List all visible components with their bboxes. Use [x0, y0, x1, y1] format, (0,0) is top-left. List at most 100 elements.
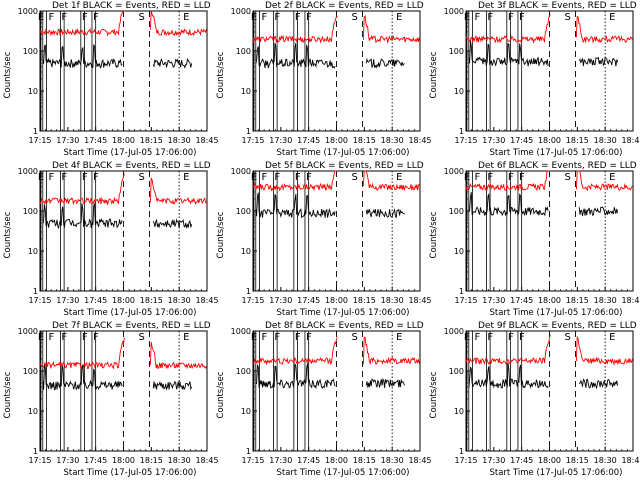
marker-letter: F	[487, 172, 493, 183]
marker-letter: S	[351, 172, 357, 183]
marker-letter: E	[464, 12, 470, 23]
y-tick-label: 100	[449, 47, 464, 56]
marker-letter: F	[295, 332, 301, 343]
events-series-line	[42, 202, 123, 230]
y-tick-label: 1000	[444, 327, 464, 336]
events-series-line	[365, 57, 405, 69]
marker-letter: F	[93, 332, 99, 343]
x-tick-label: 18:45	[195, 296, 218, 305]
panel-title: Det 6f BLACK = Events, RED = LLD	[478, 161, 637, 171]
marker-letter: S	[138, 12, 144, 23]
detector-panel: 1 10 100 1000 17:15 17:30 17:45 18:00 18:15 18:30…	[213, 160, 432, 320]
detector-panel: 1 10 100 1000 17:15 17:30 17:45 18:00 18:15 18:30…	[0, 0, 219, 160]
y-tick-label: 10	[28, 87, 38, 96]
marker-letter: F	[274, 332, 280, 343]
marker-letter: E	[609, 12, 615, 23]
marker-letter: E	[251, 12, 257, 23]
chart-svg: 1 10 100 1000 17:15 17:30 17:45 18:00 18:15 18:30…	[18, 7, 219, 145]
x-tick-label: 18:15	[566, 296, 589, 305]
marker-letter: F	[487, 12, 493, 23]
y-tick-label: 100	[23, 367, 38, 376]
marker-letter: E	[251, 172, 257, 183]
x-tick-label: 18:15	[566, 456, 589, 465]
marker-letter: E	[609, 172, 615, 183]
marker-letter: F	[306, 172, 312, 183]
x-tick-label: 17:30	[269, 296, 292, 305]
marker-letter: F	[82, 12, 88, 23]
events-series-line	[365, 378, 406, 388]
marker-letter: F	[487, 332, 493, 343]
x-tick-label: 17:30	[56, 456, 79, 465]
marker-letter: F	[519, 12, 525, 23]
marker-letter: F	[48, 12, 54, 23]
x-axis-label: Start Time (17-Jul-05 17:06:00)	[489, 468, 623, 478]
x-tick-label: 17:30	[482, 136, 505, 145]
y-tick-label: 10	[28, 407, 38, 416]
x-axis-label: Start Time (17-Jul-05 17:06:00)	[276, 308, 410, 318]
x-tick-label: 18:00	[325, 456, 348, 465]
x-tick-label: 18:45	[408, 136, 431, 145]
y-tick-label: 1	[33, 447, 38, 456]
x-tick-label: 18:15	[353, 296, 376, 305]
x-tick-label: 17:45	[84, 296, 107, 305]
marker-letter: F	[82, 332, 88, 343]
events-series-line	[152, 218, 193, 229]
x-tick-label: 18:15	[140, 296, 163, 305]
x-tick-label: 18:30	[594, 296, 617, 305]
y-tick-label: 1	[459, 447, 464, 456]
x-tick-label: 18:00	[538, 296, 561, 305]
marker-letter: F	[61, 12, 67, 23]
y-tick-label: 10	[454, 247, 464, 256]
lld-series-line	[252, 337, 338, 366]
marker-letter: E	[396, 332, 402, 343]
marker-letter: E	[38, 12, 44, 23]
marker-letter: E	[251, 332, 257, 343]
marker-letter: E	[38, 172, 44, 183]
x-tick-label: 17:15	[454, 456, 477, 465]
lld-series-line	[362, 170, 420, 192]
chart-svg: 1 10 100 1000 17:15 17:30 17:45 18:00 18:15 18:30…	[444, 7, 640, 145]
marker-letter: S	[564, 12, 570, 23]
marker-letter: E	[38, 332, 44, 343]
y-tick-label: 100	[236, 367, 251, 376]
x-tick-label: 17:45	[297, 136, 320, 145]
y-tick-label: 1000	[444, 167, 464, 176]
y-tick-label: 1000	[444, 7, 464, 16]
y-tick-label: 1000	[18, 167, 38, 176]
panel-title: Det 3f BLACK = Events, RED = LLD	[478, 1, 637, 11]
x-tick-label: 17:45	[84, 136, 107, 145]
y-tick-label: 100	[236, 47, 251, 56]
x-tick-label: 18:30	[168, 456, 191, 465]
lld-series-line	[149, 10, 207, 37]
x-tick-label: 18:00	[112, 296, 135, 305]
x-tick-label: 17:15	[241, 456, 264, 465]
y-tick-label: 1	[33, 287, 38, 296]
y-tick-label: 100	[236, 207, 251, 216]
y-tick-label: 100	[23, 47, 38, 56]
x-tick-label: 18:45	[621, 296, 640, 305]
x-tick-label: 17:30	[482, 456, 505, 465]
marker-letter: F	[519, 332, 525, 343]
x-tick-label: 18:45	[195, 456, 218, 465]
x-tick-label: 18:45	[621, 136, 640, 145]
y-tick-label: 1	[459, 287, 464, 296]
marker-letter: F	[61, 332, 67, 343]
events-series-line	[468, 362, 549, 389]
marker-letter: S	[564, 172, 570, 183]
x-tick-label: 18:00	[112, 456, 135, 465]
y-axis-label: Counts/sec	[429, 371, 439, 419]
marker-letter: E	[396, 12, 402, 23]
x-tick-label: 17:15	[28, 296, 51, 305]
marker-letter: E	[183, 332, 189, 343]
y-tick-label: 10	[454, 87, 464, 96]
y-tick-label: 10	[28, 247, 38, 256]
x-tick-label: 17:15	[28, 456, 51, 465]
y-tick-label: 1000	[231, 167, 251, 176]
chart-svg: 1 10 100 1000 17:15 17:30 17:45 18:00 18:15 18:30…	[231, 7, 432, 145]
y-tick-label: 10	[241, 247, 251, 256]
lld-series-line	[465, 13, 551, 44]
chart-svg: 1 10 100 1000 17:15 17:30 17:45 18:00 18:15 18:30…	[231, 327, 432, 465]
marker-letter: S	[351, 12, 357, 23]
x-tick-label: 18:30	[594, 456, 617, 465]
marker-letter: F	[261, 172, 267, 183]
